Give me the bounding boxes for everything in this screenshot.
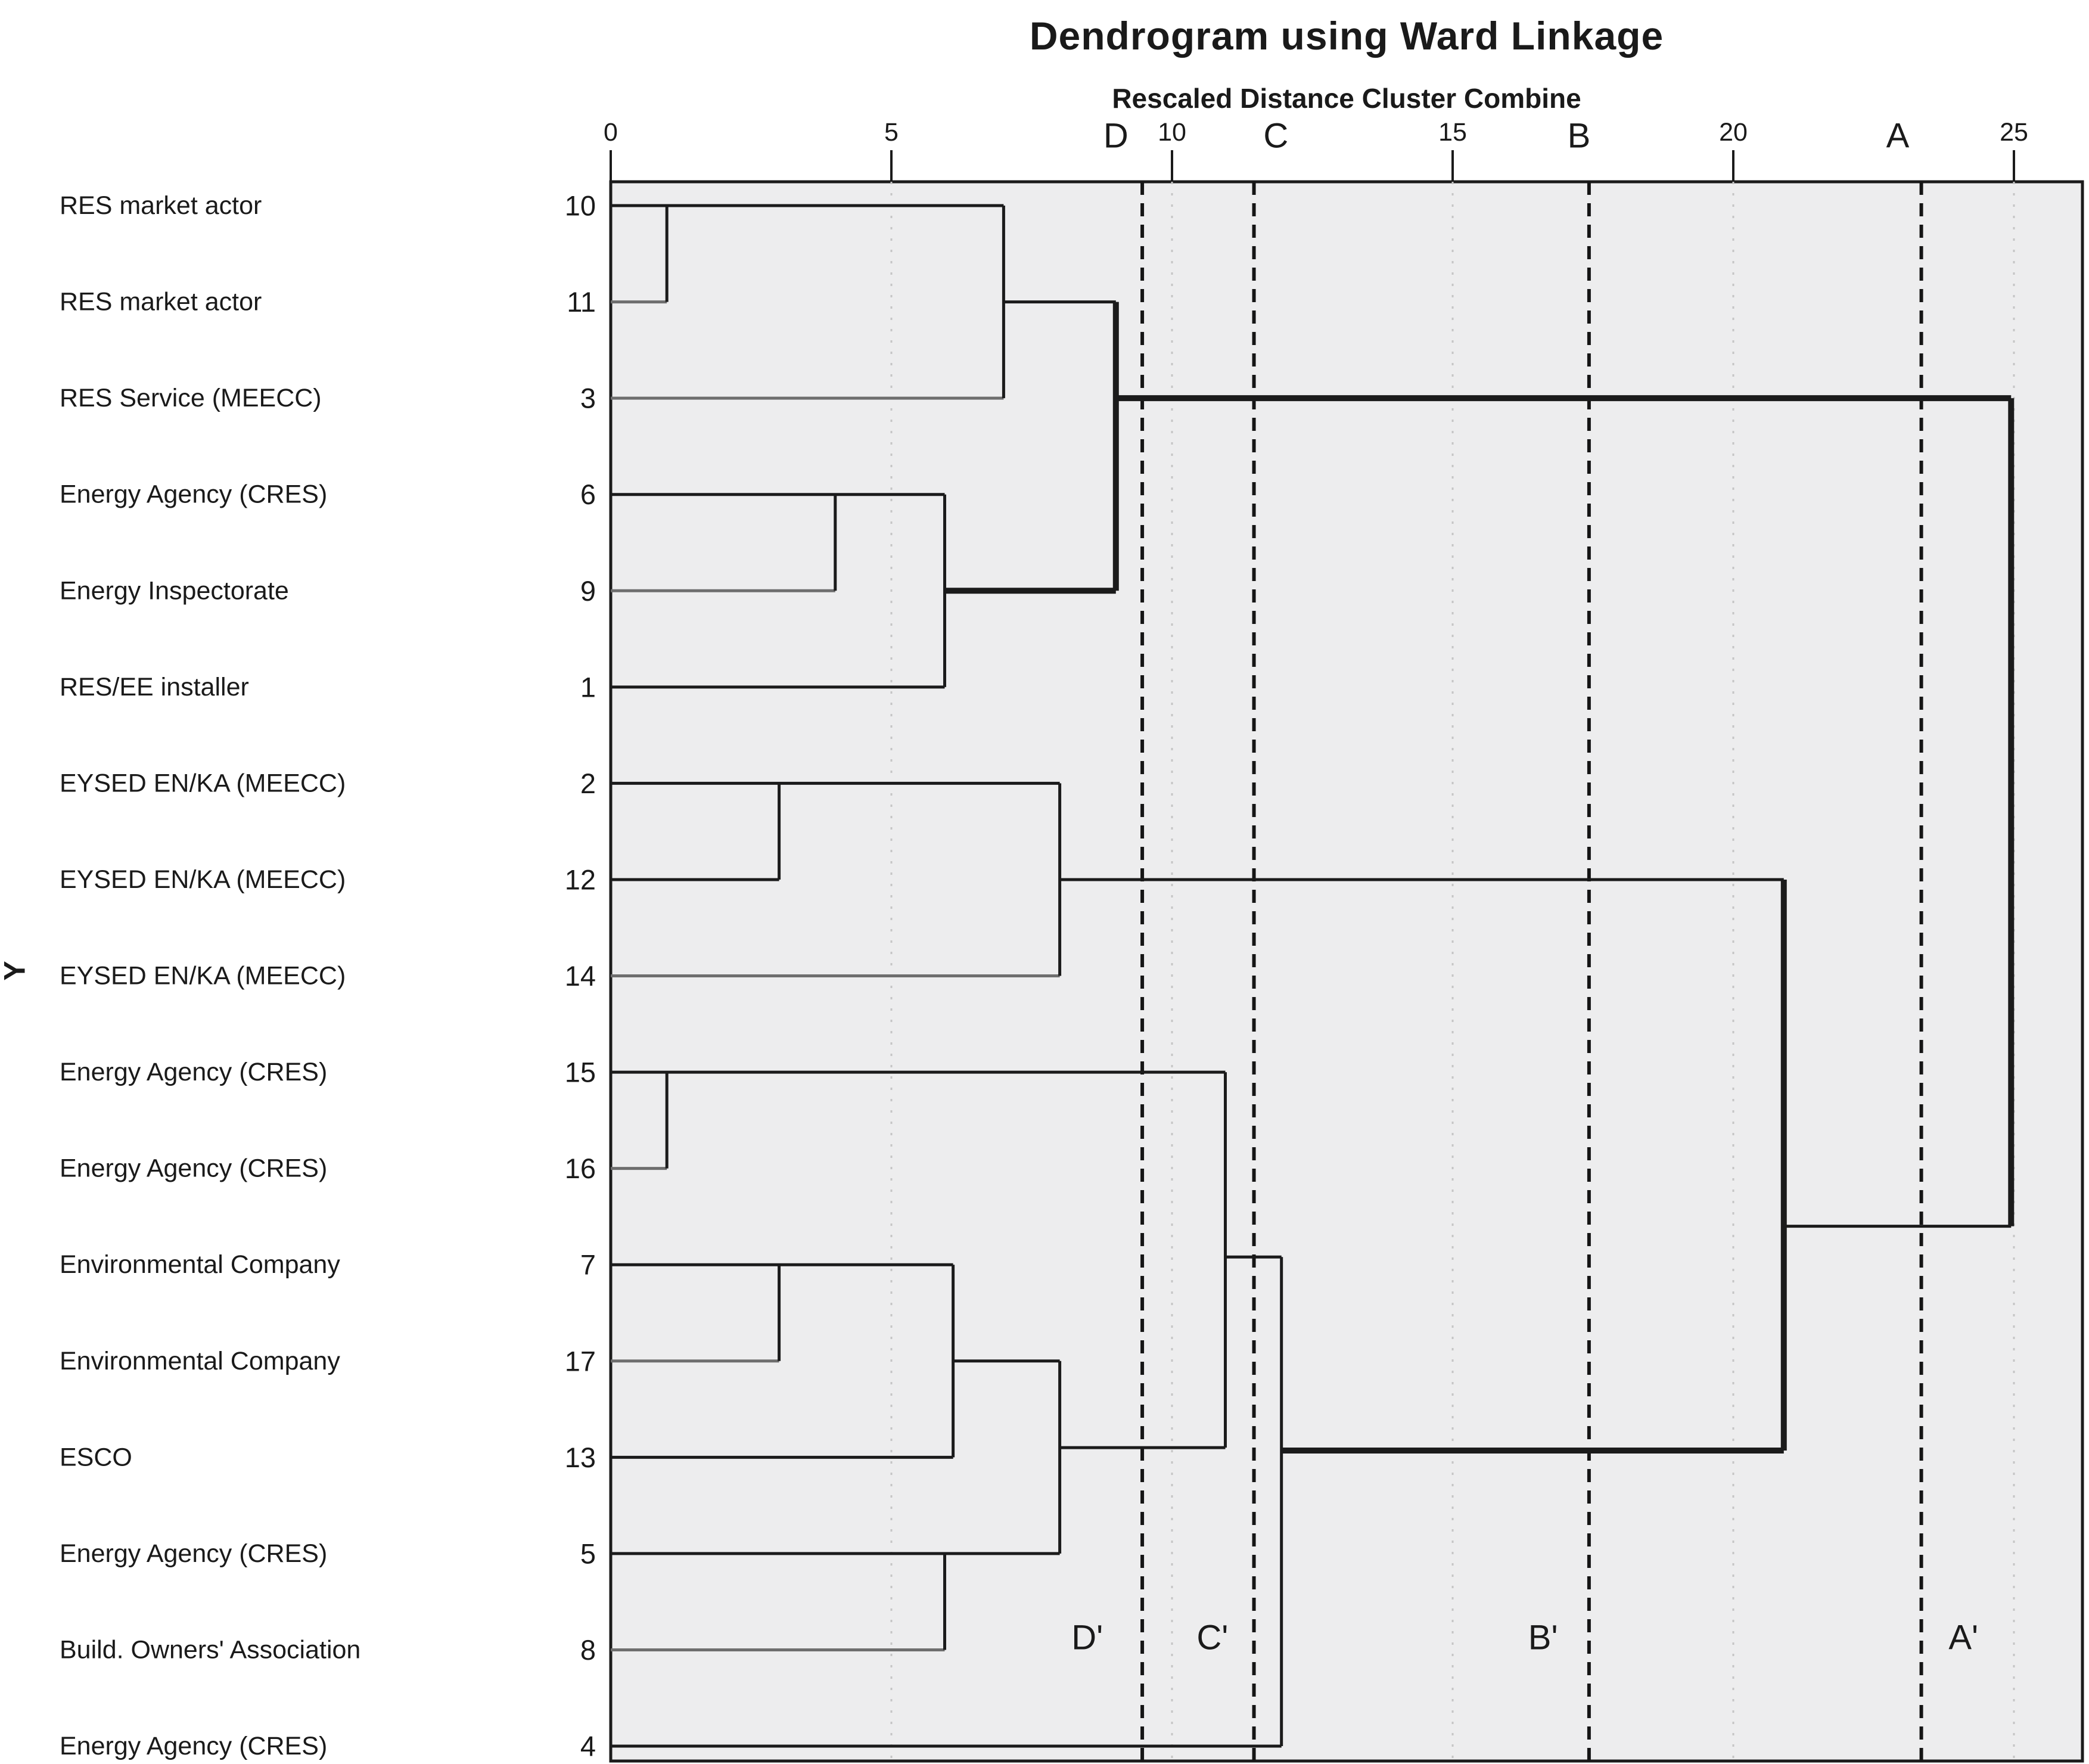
chart-title: Dendrogram using Ward Linkage (1029, 14, 1664, 58)
leaf-label-1: RES/EE installer (60, 673, 249, 701)
leaf-label-10: RES market actor (60, 191, 262, 220)
leaf-label-12: EYSED EN/KA (MEECC) (60, 865, 346, 894)
axis-tick-label-20: 20 (1719, 118, 1748, 147)
leaf-case-number-6: 6 (580, 479, 596, 510)
leaf-case-number-4: 4 (580, 1731, 596, 1762)
axis-tick-label-10: 10 (1158, 118, 1186, 147)
leaf-label-11: RES market actor (60, 288, 262, 316)
leaf-label-9: Energy Inspectorate (60, 576, 289, 605)
leaf-label-8: Build. Owners' Association (60, 1635, 360, 1664)
leaf-case-number-5: 5 (580, 1538, 596, 1569)
leaf-label-5: Energy Agency (CRES) (60, 1539, 327, 1568)
leaf-case-number-2: 2 (580, 768, 596, 799)
leaf-case-number-3: 3 (580, 383, 596, 414)
cluster-label-top-B: B (1568, 117, 1591, 156)
leaf-case-number-9: 9 (580, 575, 596, 607)
leaf-case-number-17: 17 (565, 1345, 596, 1377)
leaf-label-2: EYSED EN/KA (MEECC) (60, 769, 346, 797)
leaf-case-number-16: 16 (565, 1153, 596, 1184)
leaf-case-number-10: 10 (565, 190, 596, 222)
leaf-case-number-12: 12 (565, 864, 596, 895)
plot-background (609, 180, 2084, 1763)
chart-subtitle: Rescaled Distance Cluster Combine (1112, 83, 1581, 114)
leaf-case-number-14: 14 (565, 960, 596, 992)
leaf-label-7: Environmental Company (60, 1250, 340, 1279)
cluster-label-top-C: C (1263, 117, 1288, 156)
leaf-case-number-1: 1 (580, 671, 596, 703)
cluster-label-top-D: D (1103, 117, 1129, 156)
leaf-case-number-7: 7 (580, 1249, 596, 1281)
axis-tick-label-25: 25 (2000, 118, 2028, 147)
leaf-label-6: Energy Agency (CRES) (60, 480, 327, 509)
leaf-case-number-13: 13 (565, 1442, 596, 1473)
leaf-label-15: Energy Agency (CRES) (60, 1058, 327, 1086)
axis-tick-label-0: 0 (604, 118, 618, 147)
leaf-case-number-11: 11 (567, 286, 596, 318)
cluster-label-bottom-D: D' (1071, 1619, 1103, 1657)
cluster-label-bottom-B: B' (1528, 1619, 1558, 1657)
axis-tick-label-5: 5 (884, 118, 899, 147)
leaf-case-number-8: 8 (580, 1634, 596, 1666)
cluster-label-bottom-A: A' (1948, 1619, 1978, 1657)
leaf-label-14: EYSED EN/KA (MEECC) (60, 962, 346, 990)
cluster-label-bottom-C: C' (1196, 1619, 1228, 1657)
leaf-case-number-15: 15 (565, 1057, 596, 1088)
leaf-label-4: Energy Agency (CRES) (60, 1732, 327, 1760)
leaf-label-16: Energy Agency (CRES) (60, 1154, 327, 1183)
leaf-label-17: Environmental Company (60, 1347, 340, 1375)
axis-tick-label-15: 15 (1438, 118, 1467, 147)
leaf-label-3: RES Service (MEECC) (60, 384, 322, 412)
cluster-label-top-A: A (1886, 117, 1910, 156)
leaf-label-13: ESCO (60, 1443, 132, 1471)
